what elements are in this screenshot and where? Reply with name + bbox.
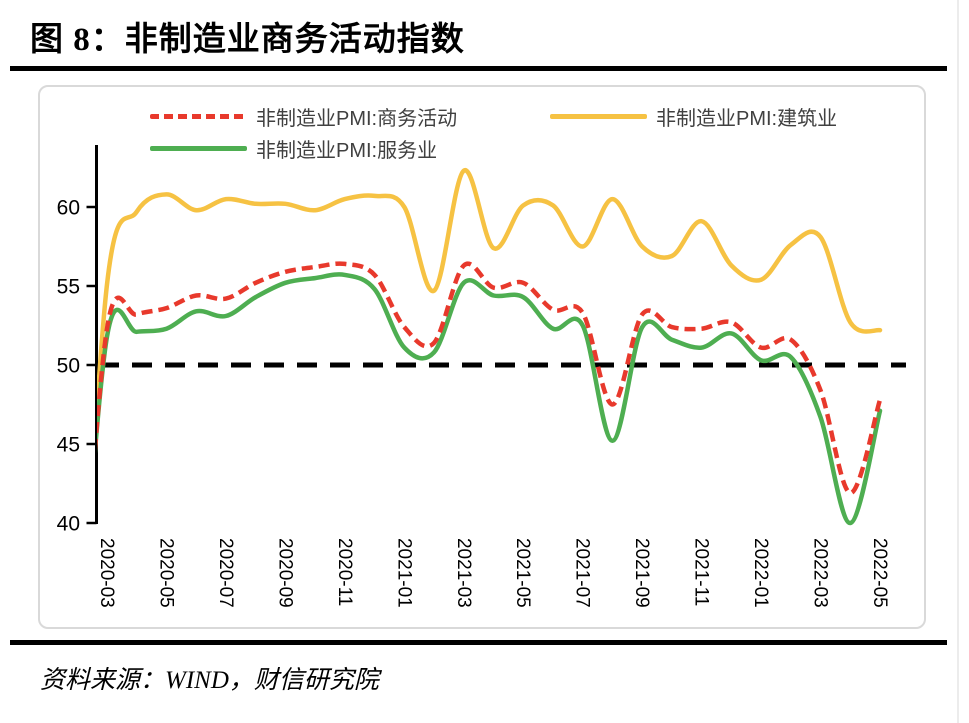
x-tick-label: 2020-09 xyxy=(274,538,295,608)
series-line-2 xyxy=(97,272,883,526)
x-tick-label: 2021-03 xyxy=(453,538,474,608)
figure-title: 图 8：非制造业商务活动指数 xyxy=(30,22,465,58)
x-tick-label: 2022-03 xyxy=(810,538,831,608)
x-tick-label: 2021-11 xyxy=(691,538,712,606)
x-tick-label: 2021-07 xyxy=(572,538,593,608)
top-rule xyxy=(10,66,947,71)
legend-item-construction: 非制造业PMI:建筑业 xyxy=(550,104,838,130)
bottom-rule xyxy=(10,640,947,645)
page-edge-line xyxy=(957,0,959,723)
x-tick-label: 2020-03 xyxy=(96,538,117,608)
x-tick-label: 2021-05 xyxy=(512,538,533,608)
legend-label-services: 非制造业PMI:服务业 xyxy=(256,139,438,162)
source-note: 资料来源：WIND，财信研究院 xyxy=(40,667,379,694)
series-line-1 xyxy=(97,168,883,443)
series-group xyxy=(97,168,883,526)
y-tick-label: 60 xyxy=(57,197,80,220)
legend-item-business-activity: 非制造业PMI:商务活动 xyxy=(150,104,458,130)
y-tick-label: 40 xyxy=(57,513,80,536)
y-tick-label: 50 xyxy=(57,355,80,378)
legend-swatch-construction xyxy=(550,113,647,119)
series-line-0 xyxy=(97,261,883,496)
legend-swatch-business-activity xyxy=(150,113,247,119)
x-tick-label: 2020-07 xyxy=(215,538,236,608)
x-tick-label: 2021-09 xyxy=(631,538,652,608)
legend-label-construction: 非制造业PMI:建筑业 xyxy=(656,107,838,130)
legend-swatch-services xyxy=(150,145,247,151)
legend-item-services: 非制造业PMI:服务业 xyxy=(150,136,438,162)
x-tick-label: 2020-11 xyxy=(334,538,355,606)
x-tick-label: 2020-05 xyxy=(155,538,176,608)
y-tick-label: 55 xyxy=(57,276,80,299)
x-tick-label: 2022-01 xyxy=(750,538,771,608)
x-tick-label: 2022-05 xyxy=(869,538,890,608)
y-tick-label: 45 xyxy=(57,434,80,457)
legend-label-business-activity: 非制造业PMI:商务活动 xyxy=(256,107,458,130)
x-tick-label: 2021-01 xyxy=(393,538,414,608)
